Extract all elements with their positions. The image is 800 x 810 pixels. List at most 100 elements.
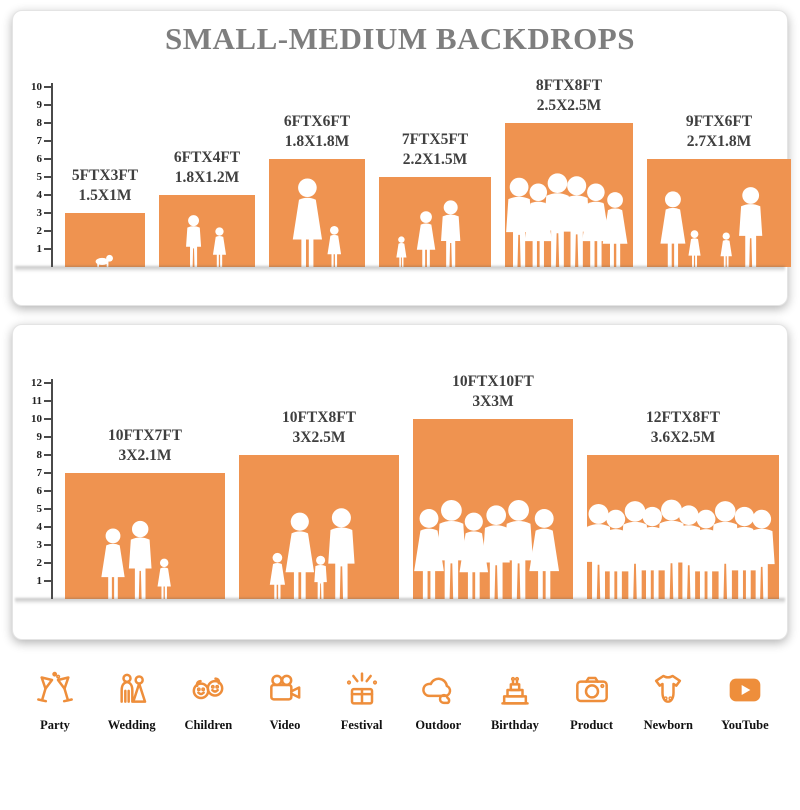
backdrop-size-m: 3X3M	[472, 393, 514, 411]
ruler-tick	[44, 544, 51, 546]
backdrop-label: 5FTX3FT 1.5X1M	[72, 166, 138, 206]
backdrop-size-ft: 10FTX10FT	[452, 373, 534, 391]
category-newborn: Newborn	[635, 670, 701, 733]
backdrop-rect	[587, 455, 779, 599]
ruler-bottom: 1 2 3 4 5 6 7 8 9 10 11 12	[23, 377, 53, 599]
category-wedding: Wedding	[99, 670, 165, 733]
backdrop-size-m: 3X2.1M	[118, 447, 172, 465]
backdrop-size-ft: 8FTX8FT	[535, 77, 603, 95]
ruler-tick	[44, 490, 51, 492]
ruler-tick	[44, 86, 51, 88]
backdrop-size-m: 1.5X1M	[78, 187, 132, 205]
stage-top: 1 2 3 4 5 6 7 8 9 10 5FTX3FT 1.5X1M 6FTX4FT 1.8X1…	[15, 61, 791, 272]
category-label: Birthday	[490, 718, 539, 732]
ruler-tick	[44, 122, 51, 124]
ruler-number: 10	[31, 413, 42, 425]
backdrop-item-8x8: 8FTX8FT 2.5X2.5M	[505, 76, 633, 267]
backdrop-label: 10FTX8FT 3X2.5M	[282, 408, 356, 448]
newborn-icon	[655, 674, 682, 703]
backdrop-item-9x6: 9FTX6FT 2.7X1.8M	[647, 112, 791, 267]
backdrop-size-ft: 6FTX4FT	[173, 149, 241, 167]
category-label: Festival	[340, 718, 383, 732]
ruler-number: 9	[36, 431, 43, 443]
ruler-tick	[44, 436, 51, 438]
ruler-number: 2	[36, 225, 43, 237]
ruler-tick	[44, 472, 51, 474]
ruler-number: 4	[36, 189, 43, 201]
ruler-tick	[44, 230, 51, 232]
panel-small-backdrops: SMALL-MEDIUM BACKDROPS 1 2 3 4 5 6 7 8 9 10 5FTX3…	[12, 10, 791, 306]
category-birthday: Birthday	[482, 670, 548, 733]
backdrop-rect	[379, 177, 491, 267]
backdrop-rect	[269, 159, 365, 267]
backdrop-size-ft: 10FTX7FT	[107, 427, 183, 445]
party-icon	[37, 671, 73, 703]
backdrop-size-m: 3X2.5M	[292, 429, 346, 447]
category-label: Party	[40, 718, 70, 732]
ruler-tick	[44, 526, 51, 528]
backdrop-size-m: 1.8X1.2M	[174, 169, 240, 187]
backdrop-size-ft: 7FTX5FT	[401, 131, 469, 149]
ruler-tick	[44, 454, 51, 456]
backdrop-item-12x8: 12FTX8FT 3.6X2.5M	[587, 408, 779, 599]
category-label: Outdoor	[415, 718, 462, 732]
outdoor-icon	[422, 677, 452, 705]
ruler-tick	[44, 382, 51, 384]
category-label: YouTube	[721, 718, 769, 732]
category-label: Product	[570, 718, 613, 732]
ruler-tick	[44, 194, 51, 196]
backdrop-label: 12FTX8FT 3.6X2.5M	[646, 408, 720, 448]
backdrop-size-m: 3.6X2.5M	[650, 429, 716, 447]
backdrop-item-6x6: 6FTX6FT 1.8X1.8M	[269, 112, 365, 267]
ruler-number: 11	[31, 395, 42, 407]
ruler-tick	[44, 140, 51, 142]
people-silhouettes	[414, 500, 560, 599]
ruler-number: 9	[36, 99, 43, 111]
backdrop-label: 10FTX10FT 3X3M	[452, 372, 534, 412]
ruler-tick	[44, 400, 51, 402]
ground-shadow	[15, 266, 785, 272]
ground-shadow	[15, 598, 785, 604]
ruler-top: 1 2 3 4 5 6 7 8 9 10	[23, 81, 53, 267]
people-silhouettes	[101, 520, 171, 599]
backdrop-label: 10FTX7FT 3X2.1M	[108, 426, 182, 466]
category-row: Party Wedding Children Video	[0, 670, 800, 733]
backdrop-item-10x10: 10FTX10FT 3X3M	[413, 372, 573, 599]
ruler-number: 12	[31, 377, 42, 389]
page-title: SMALL-MEDIUM BACKDROPS	[165, 21, 635, 56]
ruler-number: 3	[36, 539, 43, 551]
backdrop-size-m: 2.2X1.5M	[402, 151, 468, 169]
ruler-tick	[44, 580, 51, 582]
backdrop-item-7x5: 7FTX5FT 2.2X1.5M	[379, 130, 491, 267]
people-silhouettes	[506, 173, 628, 267]
backdrop-rect	[239, 455, 399, 599]
backdrop-size-m: 1.8X1.8M	[284, 133, 350, 151]
backdrop-item-5x3: 5FTX3FT 1.5X1M	[65, 166, 145, 267]
ruler-number: 6	[36, 485, 43, 497]
stage-bottom: 1 2 3 4 5 6 7 8 9 10 11 12 10FTX7FT 3X2.1M 10FTX8FT…	[15, 353, 785, 604]
backdrop-item-10x7: 10FTX7FT 3X2.1M	[65, 426, 225, 599]
ruler-number: 1	[36, 243, 43, 255]
backdrop-size-m: 2.5X2.5M	[536, 97, 602, 115]
ruler-number: 10	[31, 81, 42, 93]
ruler-tick	[44, 562, 51, 564]
backdrop-size-m: 2.7X1.8M	[686, 133, 752, 151]
category-video: Video	[252, 670, 318, 733]
video-icon	[270, 674, 301, 701]
ruler-tick	[44, 248, 51, 250]
category-youtube: YouTube	[712, 670, 778, 733]
backdrop-label: 9FTX6FT 2.7X1.8M	[686, 112, 752, 152]
ruler-number: 6	[36, 153, 43, 165]
ruler-number: 8	[36, 117, 43, 129]
ruler-number: 7	[36, 135, 43, 147]
backdrop-label: 6FTX4FT 1.8X1.2M	[174, 148, 240, 188]
category-label: Children	[184, 718, 233, 732]
ruler-tick	[44, 212, 51, 214]
ruler-number: 8	[36, 449, 43, 461]
ruler-tick	[44, 158, 51, 160]
category-children: Children	[175, 670, 241, 733]
backdrop-size-ft: 12FTX8FT	[645, 409, 721, 427]
backdrop-size-ft: 6FTX6FT	[283, 113, 351, 131]
ruler-number: 2	[36, 557, 43, 569]
ruler-number: 1	[36, 575, 43, 587]
